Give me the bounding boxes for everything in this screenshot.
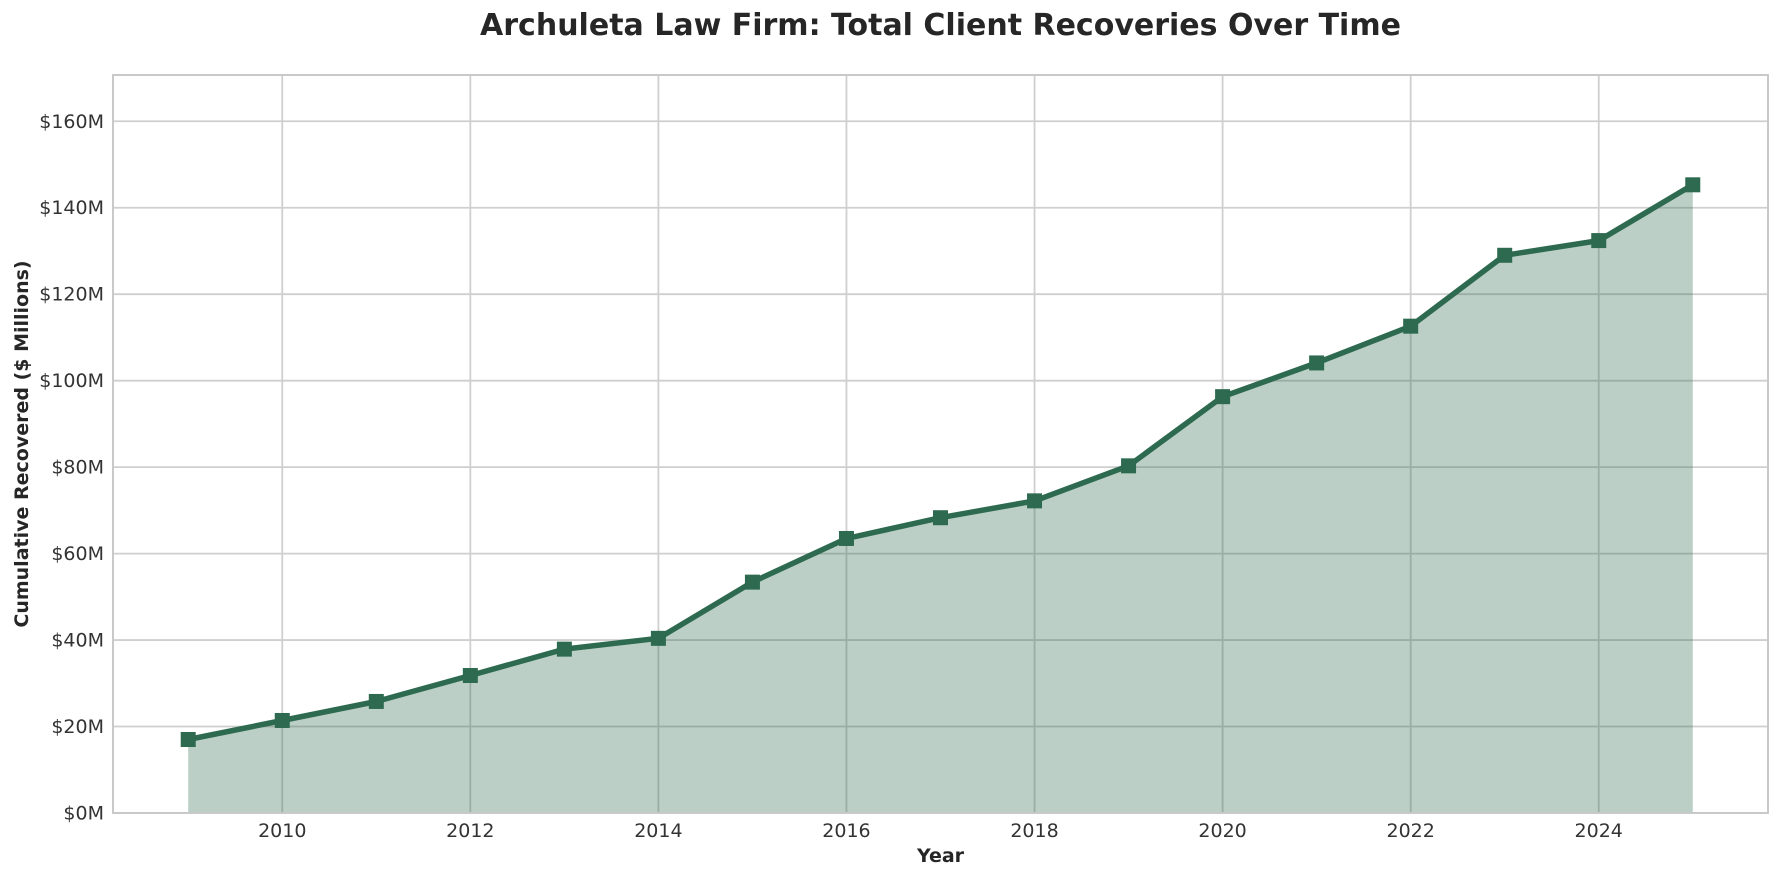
x-tick-label: 2018 <box>1010 820 1058 842</box>
data-point-2022 <box>1403 318 1419 334</box>
data-point-2013 <box>556 641 572 657</box>
area-fill <box>188 184 1693 814</box>
data-points <box>180 177 1701 748</box>
data-point-2015 <box>744 574 760 590</box>
x-tick-label: 2022 <box>1386 820 1434 842</box>
data-point-2024 <box>1591 233 1607 249</box>
y-tick-label: $100M <box>39 370 104 392</box>
y-tick-labels: $0M $20M $40M $60M $80M $100M $120M $140M $160M <box>39 111 104 825</box>
x-tick-label: 2010 <box>258 820 306 842</box>
y-tick-label: $20M <box>51 716 104 738</box>
data-point-2011 <box>368 693 384 709</box>
y-tick-label: $60M <box>51 543 104 565</box>
y-tick-label: $160M <box>39 111 104 133</box>
y-tick-label: $0M <box>63 803 104 825</box>
y-tick-label: $120M <box>39 284 104 306</box>
data-point-2020 <box>1215 389 1231 405</box>
x-tick-labels: 2010 2012 2014 2016 2018 2020 2022 2024 <box>258 820 1623 842</box>
x-axis-label: Year <box>916 845 965 867</box>
data-point-2023 <box>1497 247 1513 263</box>
x-tick-label: 2016 <box>822 820 870 842</box>
data-point-2017 <box>933 510 948 526</box>
data-point-2012 <box>462 668 478 684</box>
x-tick-label: 2014 <box>634 820 682 842</box>
y-tick-label: $40M <box>51 630 104 652</box>
x-tick-label: 2020 <box>1198 820 1246 842</box>
x-tick-label: 2024 <box>1575 820 1623 842</box>
y-tick-label: $80M <box>51 457 104 479</box>
y-tick-label: $140M <box>39 197 104 219</box>
x-tick-label: 2012 <box>446 820 494 842</box>
data-point-2016 <box>838 530 854 546</box>
data-point-2010 <box>274 712 290 728</box>
data-point-2014 <box>650 630 666 646</box>
chart-title: Archuleta Law Firm: Total Client Recover… <box>480 8 1401 43</box>
data-point-2019 <box>1121 458 1137 474</box>
data-point-2009 <box>180 732 196 748</box>
data-point-2021 <box>1309 355 1325 371</box>
data-point-2025 <box>1685 177 1701 193</box>
plot-border <box>112 74 1769 814</box>
data-point-2018 <box>1027 493 1043 509</box>
